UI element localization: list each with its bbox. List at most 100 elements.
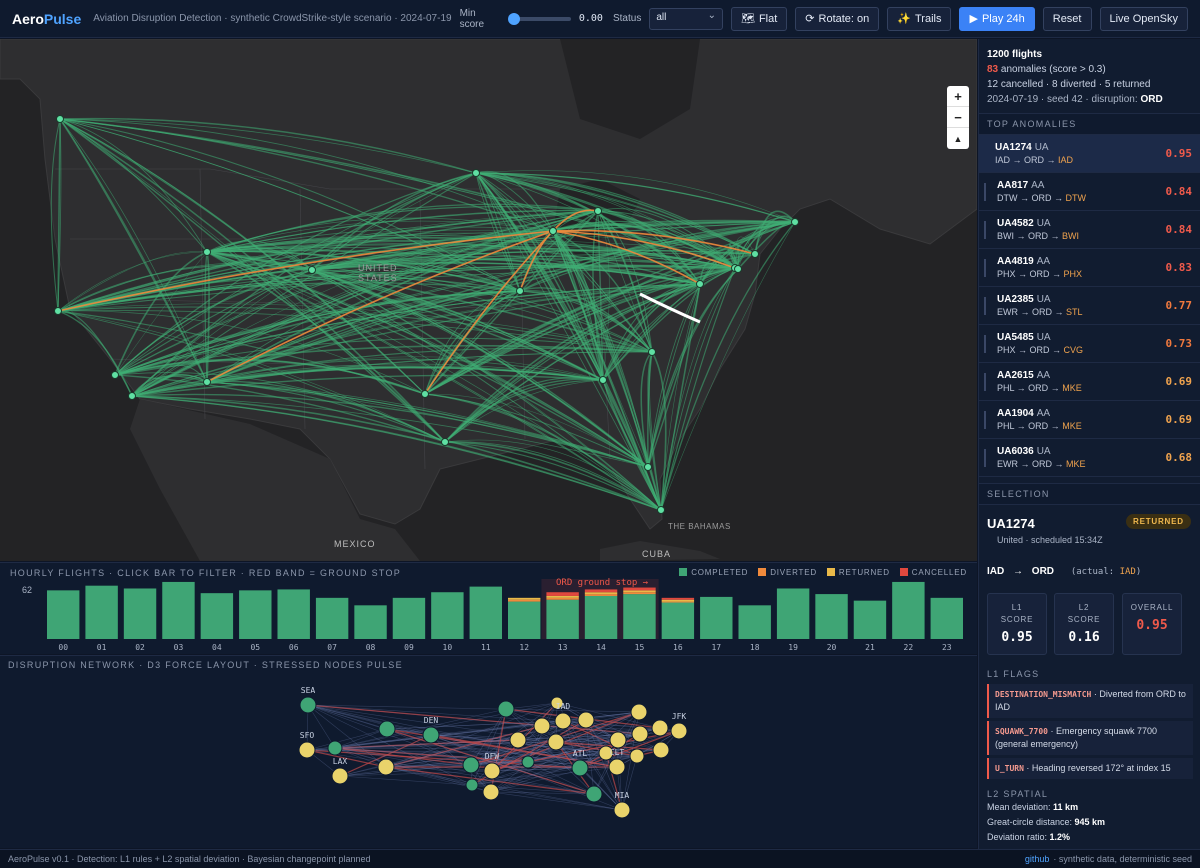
slider-knob[interactable] [508,12,521,25]
anomaly-row[interactable]: AA817 AA DTW → ORD → DTW 0.84 [979,173,1200,211]
airport-dot[interactable] [644,463,652,471]
network-node[interactable] [631,725,649,743]
hour-bar[interactable] [776,588,810,639]
network-node[interactable] [465,778,479,792]
network-graph[interactable]: SEA SFO LAX DEN DFW IAD ATL CLT JFK MIA [0,656,977,849]
network-node[interactable] [298,741,316,759]
airport-dot[interactable] [56,115,64,123]
network-node[interactable] [613,801,631,819]
network-node[interactable] [482,783,500,801]
hour-bar[interactable] [162,581,195,639]
airport-dot[interactable] [594,207,602,215]
network-node[interactable] [497,700,515,718]
network-node[interactable] [462,756,480,774]
anomaly-row[interactable]: UA6036 UA EWR → ORD → MKE 0.68 [979,439,1200,477]
network-node[interactable] [630,703,648,721]
hour-bar[interactable] [853,600,887,639]
airport-dot[interactable] [472,169,480,177]
network-node[interactable] [585,785,603,803]
network-node[interactable] [598,745,614,761]
airport-dot[interactable] [599,376,607,384]
network-node[interactable] [547,733,565,751]
compass-button[interactable]: ▲ [953,133,963,144]
airport-dot[interactable] [516,287,524,295]
anomaly-row[interactable]: UA4582 UA BWI → ORD → BWI 0.84 [979,211,1200,249]
hour-bar[interactable] [392,597,426,639]
airport-dot[interactable] [657,506,665,514]
hour-bar[interactable] [277,589,310,639]
live-opensky-button[interactable]: Live OpenSky [1099,6,1188,31]
network-node[interactable] [422,726,440,744]
network-node[interactable] [550,696,564,710]
status-select[interactable]: all [649,7,723,30]
min-score-slider[interactable] [508,12,571,25]
network-node[interactable] [377,758,395,776]
network-node[interactable] [327,740,343,756]
anomaly-row[interactable]: AA2615 AA PHL → ORD → MKE 0.69 [979,363,1200,401]
anomaly-row[interactable]: UA1274 UA IAD → ORD → IAD 0.95 [979,135,1200,173]
rotate-button[interactable]: ⟳ Rotate: on [795,6,880,31]
flight-map[interactable]: UNITED STATES MEXICO THE BAHAMAS CUBA + … [0,39,977,561]
airport-dot[interactable] [734,265,742,273]
zoom-out-button[interactable]: − [947,107,969,128]
hour-bar[interactable] [47,590,80,639]
hour-bar[interactable] [200,593,234,639]
hour-bar[interactable] [123,588,157,639]
network-node[interactable] [378,720,396,738]
airport-dot[interactable] [128,392,136,400]
airport-dot[interactable] [203,248,211,256]
hour-bar[interactable] [661,597,695,639]
hour-bar[interactable] [85,585,118,639]
network-node[interactable] [331,767,349,785]
hour-bar[interactable] [546,592,579,639]
hour-bar[interactable] [623,587,656,639]
hour-bar[interactable] [892,581,925,639]
hour-bar[interactable] [315,597,349,639]
network-node[interactable] [533,717,551,735]
network-node[interactable] [629,748,645,764]
network-node[interactable] [608,758,626,776]
airport-dot[interactable] [441,438,449,446]
network-node[interactable] [554,712,572,730]
trails-button[interactable]: ✨ Trails [887,6,952,31]
hour-bar[interactable] [508,597,541,639]
hour-bar[interactable] [431,592,464,639]
network-node[interactable] [651,719,669,737]
airport-dot[interactable] [54,307,62,315]
github-link[interactable]: github [1024,854,1050,864]
histogram-bars[interactable] [44,579,966,639]
hour-bar[interactable] [354,605,387,639]
airport-dot[interactable] [791,218,799,226]
network-node[interactable] [509,731,527,749]
hour-bar[interactable] [700,596,733,639]
airport-dot[interactable] [549,227,557,235]
airport-dot[interactable] [203,378,211,386]
network-node[interactable] [652,741,670,759]
network-node[interactable] [609,731,627,749]
anomaly-row[interactable]: AA1904 AA PHL → ORD → MKE 0.69 [979,401,1200,439]
airport-dot[interactable] [648,348,656,356]
airport-dot[interactable] [751,250,759,258]
airport-dot[interactable] [111,371,119,379]
hour-bar[interactable] [930,597,963,639]
anomaly-row[interactable]: AA4819 AA PHX → ORD → PHX 0.83 [979,249,1200,287]
airport-dot[interactable] [308,266,316,274]
network-node[interactable] [670,722,688,740]
network-node[interactable] [521,755,535,769]
flat-button[interactable]: 🗺 Flat [730,6,788,31]
airport-dot[interactable] [421,390,429,398]
network-node[interactable] [577,711,595,729]
anomaly-row[interactable]: UA2385 UA EWR → ORD → STL 0.77 [979,287,1200,325]
hour-bar[interactable] [815,594,848,639]
hour-bar[interactable] [738,605,771,639]
reset-button[interactable]: Reset [1042,6,1092,31]
hour-bar[interactable] [469,586,502,639]
network-node[interactable] [483,762,501,780]
anomaly-row[interactable]: UA5485 UA PHX → ORD → CVG 0.73 [979,325,1200,363]
zoom-in-button[interactable]: + [947,86,969,107]
hour-bar[interactable] [239,590,272,639]
network-node[interactable] [299,696,317,714]
play-24h-button[interactable]: ▶ Play 24h [959,6,1035,31]
airport-dot[interactable] [696,280,704,288]
hour-bar[interactable] [584,589,618,639]
